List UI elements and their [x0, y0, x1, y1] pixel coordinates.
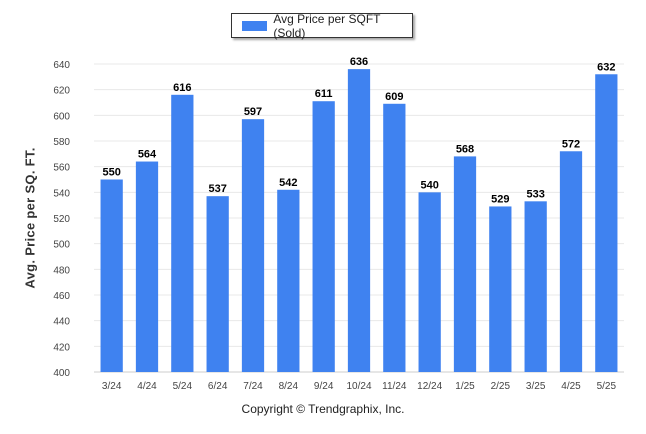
bar[interactable]: [383, 103, 406, 373]
x-tick-label: 3/24: [102, 381, 122, 392]
legend-swatch: [242, 20, 268, 31]
data-label: 609: [385, 91, 403, 103]
x-tick-label: 9/24: [314, 381, 334, 392]
y-tick-label: 480: [53, 265, 70, 276]
data-label: 542: [279, 177, 297, 189]
y-tick-label: 500: [53, 240, 70, 251]
bar[interactable]: [171, 94, 194, 373]
x-tick-label: 1/25: [455, 381, 475, 392]
bar[interactable]: [241, 119, 265, 372]
data-label: 564: [138, 149, 157, 161]
y-axis-title: Avg. Price per SQ. FT.: [22, 147, 38, 289]
y-tick-label: 520: [53, 214, 70, 225]
y-tick-label: 540: [53, 188, 70, 199]
copyright-text: Copyright © Trendgraphix, Inc.: [241, 402, 405, 416]
bar[interactable]: [100, 179, 123, 373]
bar[interactable]: [312, 101, 335, 372]
data-label: 572: [562, 138, 580, 150]
x-tick-label: 6/24: [208, 381, 228, 392]
y-tick-label: 440: [53, 317, 70, 328]
y-tick-label: 620: [53, 86, 70, 97]
bar[interactable]: [347, 69, 371, 372]
y-tick-label: 420: [53, 342, 70, 353]
data-label: 611: [315, 88, 333, 100]
y-tick-label: 560: [53, 163, 70, 174]
data-label: 632: [597, 61, 615, 73]
x-tick-label: 8/24: [279, 381, 299, 392]
x-tick-label: 5/25: [597, 381, 617, 392]
x-tick-label: 10/24: [346, 381, 371, 392]
bar[interactable]: [524, 201, 547, 372]
bar[interactable]: [489, 206, 512, 372]
data-label: 568: [456, 143, 474, 155]
data-labels: 550 564 616 537 597 542 611 636 609 540 568 529 533 5…: [102, 56, 615, 205]
y-tick-label: 640: [53, 60, 70, 71]
bar[interactable]: [135, 161, 159, 372]
legend[interactable]: Avg Price per SQFT (Sold): [231, 11, 413, 40]
x-tick-label: 4/24: [137, 381, 157, 392]
data-label: 636: [350, 56, 368, 68]
bar[interactable]: [206, 196, 229, 372]
x-tick-label: 5/24: [173, 381, 193, 392]
x-tick-label: 4/25: [561, 381, 581, 392]
data-label: 616: [173, 82, 191, 94]
data-label: 537: [208, 183, 226, 195]
x-axis-ticks: 3/24 4/24 5/24 6/24 7/24 8/24 9/24 10/24 11/24 12…: [102, 381, 617, 392]
x-tick-label: 7/24: [243, 381, 263, 392]
y-tick-label: 600: [53, 111, 70, 122]
legend-label: Avg Price per SQFT (Sold): [273, 11, 381, 40]
y-tick-label: 580: [53, 137, 70, 148]
x-tick-label: 11/24: [382, 381, 407, 392]
bars: [100, 69, 618, 373]
data-label: 533: [526, 188, 544, 200]
bar[interactable]: [559, 151, 583, 372]
data-label: 529: [491, 193, 509, 205]
data-label: 540: [420, 179, 438, 191]
x-tick-label: 12/24: [417, 381, 442, 392]
data-label: 597: [244, 106, 262, 118]
bar[interactable]: [453, 156, 477, 372]
x-tick-label: 2/25: [491, 381, 511, 392]
y-tick-label: 460: [53, 291, 70, 302]
y-axis-ticks: 400 420 440 460 480 500 520 540 560 580 600 620 640: [53, 60, 70, 379]
bar[interactable]: [418, 192, 441, 372]
data-label: 550: [102, 167, 120, 179]
bar[interactable]: [277, 189, 300, 372]
x-tick-label: 3/25: [526, 381, 546, 392]
y-tick-label: 400: [53, 368, 70, 379]
bar[interactable]: [595, 74, 618, 373]
